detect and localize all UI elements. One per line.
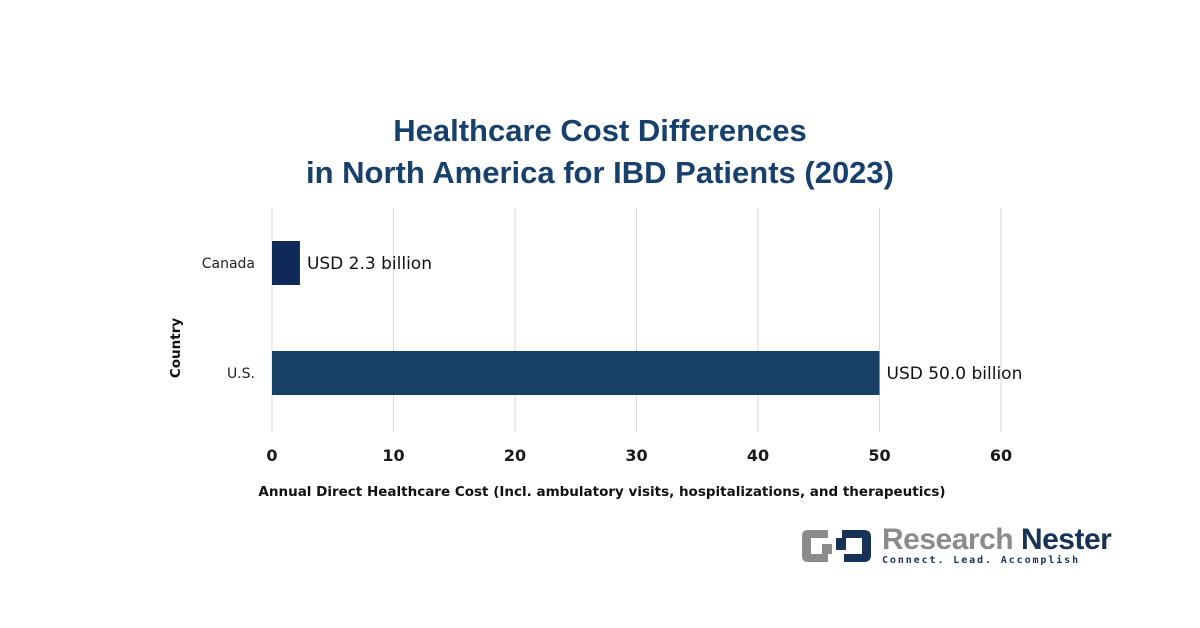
logo-name-part2: Nester	[1020, 523, 1112, 556]
x-tick-label: 30	[625, 446, 647, 465]
chart-title: Healthcare Cost Differences in North Ame…	[0, 110, 1200, 194]
y-axis-label: Country	[168, 318, 184, 379]
bar-canada	[272, 241, 300, 285]
data-label: USD 2.3 billion	[307, 254, 432, 274]
category-label: U.S.	[227, 366, 255, 382]
data-label: USD 50.0 billion	[887, 364, 1023, 384]
research-nester-logo: Research Nester Connect. Lead. Accomplis…	[798, 524, 1112, 570]
x-tick-label: 10	[382, 446, 404, 465]
logo-tagline: Connect. Lead. Accomplish	[882, 555, 1081, 566]
x-tick-label: 60	[990, 446, 1012, 465]
x-tick-label: 20	[504, 446, 526, 465]
x-tick-label: 50	[868, 446, 890, 465]
logo-name-part1: Research	[882, 523, 1014, 556]
category-label: Canada	[202, 256, 255, 272]
gridlines	[271, 208, 1002, 432]
data-labels: USD 2.3 billion USD 50.0 billion	[307, 254, 1022, 384]
x-axis-label: Annual Direct Healthcare Cost (Incl. amb…	[258, 484, 945, 500]
x-tick-label: 0	[266, 446, 277, 465]
bars	[272, 241, 880, 395]
logo-mark-icon	[802, 530, 871, 562]
category-labels: Canada U.S.	[202, 256, 255, 382]
bar-us	[272, 351, 880, 395]
logo-wordmark: Research Nester	[882, 523, 1112, 556]
chart-title-line-1: Healthcare Cost Differences	[393, 113, 807, 148]
x-tick-label: 40	[747, 446, 769, 465]
x-tick-labels: 0 10 20 30 40 50 60	[266, 446, 1012, 465]
chart-title-line-2: in North America for IBD Patients (2023)	[306, 155, 894, 190]
